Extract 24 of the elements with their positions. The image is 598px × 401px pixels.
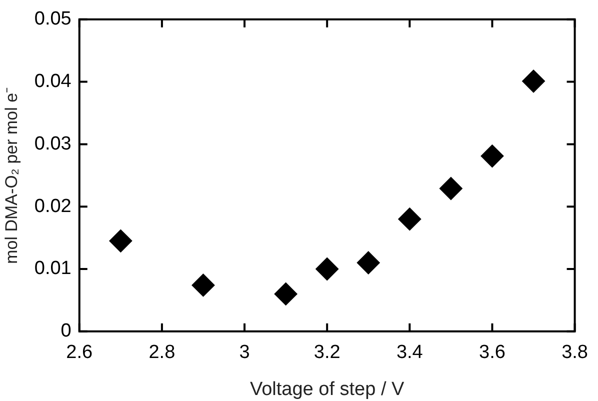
- y-tick-label: 0: [60, 320, 72, 342]
- x-tick-label: 3: [239, 342, 250, 364]
- y-tick-label: 0.04: [34, 71, 72, 92]
- x-tick-label: 2.6: [66, 342, 93, 364]
- x-axis-title: Voltage of step / V: [250, 378, 405, 400]
- point: [316, 258, 339, 280]
- x-tick-label: 3.8: [562, 342, 588, 364]
- point: [274, 282, 298, 306]
- x-tick-label: 3.4: [396, 342, 424, 364]
- point: [192, 274, 215, 297]
- y-axis-title: mol DMA-O₂ per mol e⁻: [2, 86, 21, 264]
- y-tick-label: 0.01: [34, 258, 72, 280]
- y-tick-label: 0.02: [34, 196, 72, 217]
- point: [439, 177, 462, 200]
- point: [398, 208, 422, 231]
- point: [480, 144, 504, 168]
- point: [109, 229, 132, 252]
- y-tick-label: 0.05: [34, 8, 72, 30]
- point: [522, 70, 546, 93]
- y-tick-label: 0.03: [34, 133, 72, 154]
- point: [356, 251, 380, 274]
- x-tick-label: 2.8: [148, 342, 176, 364]
- x-tick-label: 3.2: [314, 342, 340, 364]
- x-tick-label: 3.6: [479, 342, 506, 364]
